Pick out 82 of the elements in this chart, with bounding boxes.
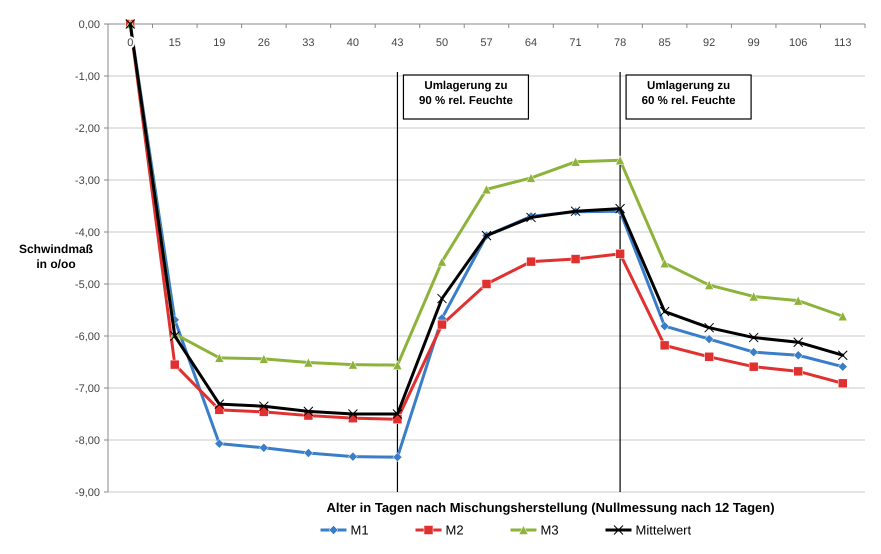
- x-tick-label: 40: [346, 37, 360, 49]
- point: [348, 360, 358, 370]
- point: [392, 452, 402, 462]
- x-tick-label: 19: [213, 37, 226, 49]
- point: [259, 443, 269, 453]
- x-tick-label: 26: [258, 37, 270, 49]
- point: [570, 254, 580, 264]
- point: [526, 256, 536, 266]
- point: [348, 409, 358, 419]
- point: [793, 366, 803, 376]
- point: [660, 306, 670, 317]
- x-tick-label: 50: [436, 37, 448, 49]
- x-tick-label: 71: [569, 37, 582, 49]
- y-tick-label: -7,00: [74, 382, 100, 395]
- point: [748, 292, 758, 302]
- point: [259, 354, 269, 364]
- point: [660, 340, 670, 350]
- point: [304, 358, 314, 368]
- point: [304, 448, 314, 458]
- point: [170, 360, 180, 370]
- ref-line-label: Umlagerung zu 60 % rel. Feuchte: [642, 80, 736, 107]
- point: [482, 184, 492, 194]
- legend-label: M1: [350, 522, 369, 538]
- point: [437, 256, 447, 266]
- legend-label: M2: [446, 522, 464, 538]
- point: [437, 320, 447, 330]
- point: [748, 362, 758, 372]
- x-tick-label: 64: [524, 37, 538, 49]
- y-tick-label: -6,00: [74, 330, 100, 343]
- point: [793, 337, 804, 348]
- point: [570, 157, 580, 167]
- x-tick-label: 43: [391, 37, 404, 49]
- x-tick-label: 15: [168, 37, 181, 49]
- point: [214, 438, 224, 448]
- point: [436, 294, 447, 304]
- ref-line-label: Umlagerung zu 90 % rel. Feuchte: [418, 80, 513, 107]
- y-tick-label: -9,00: [74, 486, 100, 499]
- y-tick-label: -2,00: [74, 122, 100, 135]
- y-tick-label: -4,00: [74, 226, 100, 239]
- point: [748, 347, 758, 357]
- y-tick-label: -1,00: [74, 70, 100, 83]
- point: [660, 321, 670, 331]
- legend-label: M3: [540, 522, 559, 538]
- point: [704, 322, 714, 333]
- x-tick-label: 113: [834, 37, 852, 49]
- point: [615, 204, 626, 214]
- y-tick-label: -3,00: [74, 174, 100, 187]
- point: [258, 401, 269, 412]
- x-tick-label: 57: [480, 37, 493, 49]
- point: [838, 362, 848, 372]
- x-tick-label: 92: [703, 37, 716, 49]
- y-tick-label: -5,00: [74, 278, 100, 291]
- point: [526, 173, 536, 183]
- point: [482, 279, 492, 289]
- point: [214, 353, 224, 363]
- x-tick-label: 78: [614, 37, 626, 49]
- point: [704, 352, 714, 362]
- y-tick-label: -8,00: [74, 434, 100, 447]
- point: [748, 332, 759, 343]
- point: [392, 360, 402, 370]
- point: [392, 409, 402, 419]
- x-tick-label: 85: [658, 37, 671, 49]
- x-axis-title: Alter in Tagen nach Mischungsherstellung (Nullmessung nach 12 Tagen): [326, 500, 775, 515]
- point: [793, 296, 803, 306]
- point: [615, 155, 625, 165]
- point: [214, 399, 224, 410]
- point: [838, 311, 848, 321]
- point: [838, 350, 848, 360]
- x-tick-label: 106: [789, 37, 808, 49]
- point: [838, 378, 848, 388]
- x-tick-label: 33: [302, 37, 315, 49]
- y-axis-title: Schwindmaß in o/oo: [18, 242, 94, 271]
- point: [348, 452, 358, 462]
- y-tick-label: 0,00: [78, 18, 100, 31]
- x-tick-label: 99: [748, 37, 760, 49]
- point: [704, 334, 714, 344]
- point: [303, 406, 314, 416]
- legend-label: Mittelwert: [636, 522, 692, 538]
- point: [793, 350, 803, 360]
- point: [615, 249, 625, 259]
- point: [660, 258, 670, 268]
- point: [704, 280, 714, 290]
